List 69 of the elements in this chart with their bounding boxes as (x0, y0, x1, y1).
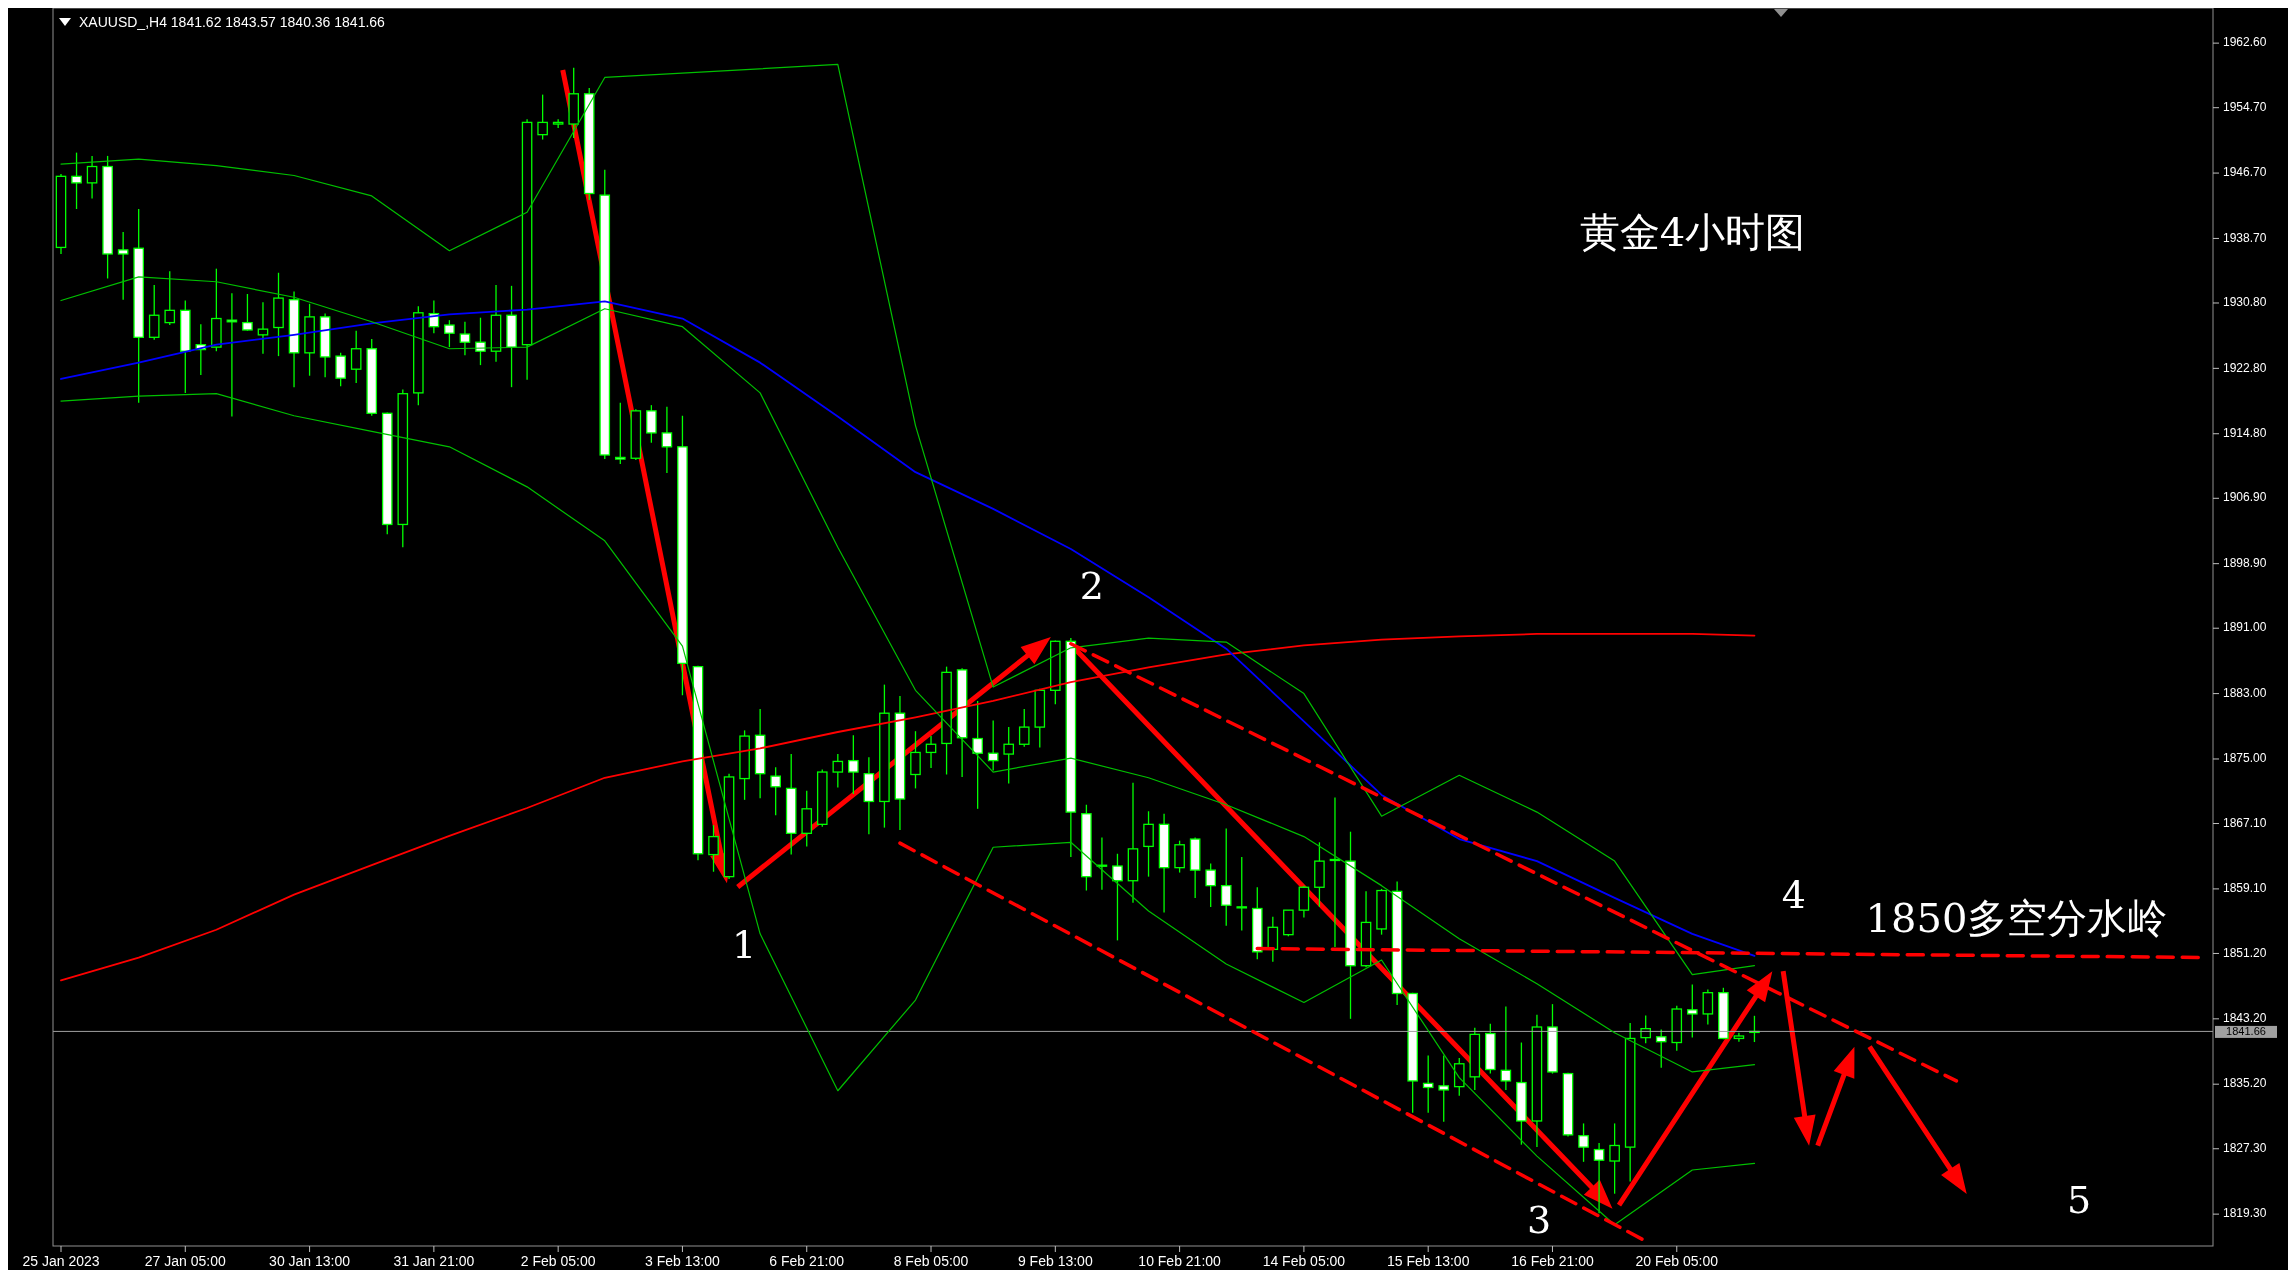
candlestick (459, 321, 471, 356)
y-tick-label: 1867.10 (2223, 815, 2267, 830)
annotation: 1 (732, 923, 757, 968)
candlestick (832, 753, 844, 789)
chart-title: XAUUSD_,H4 1841.62 1843.57 1840.36 1841.66 (79, 14, 386, 30)
annotation: 黄金4小时图 (1579, 208, 1806, 255)
candlestick (614, 402, 626, 465)
annotation: 5 (2066, 1178, 2092, 1223)
y-tick-label: 1954.70 (2223, 99, 2267, 114)
candlestick (86, 155, 98, 200)
candlestick (537, 93, 548, 141)
annotation: 3 (1526, 1198, 1552, 1243)
candlestick (1018, 708, 1030, 748)
candlestick (910, 730, 921, 790)
candlestick (335, 352, 346, 387)
candlestick (164, 270, 176, 326)
annotation: 1850多空分水岭 (1865, 894, 2168, 941)
candlestick (848, 734, 859, 795)
x-tick-label: 10 Feb 21:00 (1138, 1253, 1222, 1269)
y-tick-label: 1819.30 (2223, 1206, 2267, 1221)
candlestick (71, 151, 82, 210)
x-tick-label: 9 Feb 13:00 (1017, 1253, 1093, 1269)
candlestick (242, 293, 253, 332)
candlestick (1578, 1122, 1589, 1163)
candlestick (117, 231, 129, 301)
y-tick-label: 1883.00 (2223, 685, 2267, 700)
candlestick (257, 301, 269, 355)
candlestick (646, 404, 657, 444)
candlestick (1609, 1122, 1620, 1195)
y-tick-label: 1843.20 (2223, 1011, 2267, 1025)
x-tick-label: 14 Feb 05:00 (1262, 1253, 1346, 1269)
annotation: 2 (1079, 564, 1105, 609)
x-tick-label: 20 Feb 05:00 (1635, 1253, 1719, 1269)
y-tick-label: 1930.80 (2223, 295, 2267, 310)
y-tick-label: 1875.00 (2223, 751, 2267, 766)
candlestick (1593, 1142, 1605, 1214)
x-tick-label: 31 Jan 21:00 (393, 1253, 475, 1269)
candlestick (972, 700, 983, 810)
y-tick-label: 1922.80 (2223, 360, 2267, 375)
y-tick-label: 1891.00 (2223, 620, 2267, 635)
x-tick-label: 27 Jan 05:00 (144, 1253, 226, 1269)
y-tick-label: 1906.90 (2223, 490, 2267, 505)
candlestick (661, 406, 673, 474)
candlestick (1003, 726, 1015, 785)
candlestick (444, 319, 455, 348)
x-tick-label: 6 Feb 21:00 (769, 1253, 845, 1269)
y-tick-label: 1946.70 (2223, 165, 2267, 180)
candlestick (770, 766, 781, 817)
y-tick-label: 1898.90 (2223, 555, 2267, 570)
ref-line-label: 1841.66 (2226, 1024, 2266, 1037)
y-tick-label: 1962.60 (2223, 35, 2267, 50)
x-tick-label: 2 Feb 05:00 (520, 1253, 596, 1269)
y-tick-label: 1914.80 (2223, 425, 2267, 440)
x-tick-label: 15 Feb 13:00 (1386, 1253, 1470, 1269)
x-tick-label: 3 Feb 13:00 (645, 1253, 721, 1269)
y-tick-label: 1859.10 (2223, 881, 2267, 896)
x-tick-label: 30 Jan 13:00 (269, 1253, 351, 1269)
y-tick-label: 1835.20 (2223, 1076, 2267, 1091)
x-tick-label: 16 Feb 21:00 (1511, 1253, 1594, 1269)
candlestick (350, 330, 362, 384)
annotation: 4 (1781, 872, 1807, 917)
y-tick-label: 1938.70 (2223, 230, 2267, 245)
y-tick-label: 1827.30 (2223, 1140, 2267, 1155)
candlestick (148, 284, 160, 341)
candlestick (925, 735, 937, 769)
x-tick-label: 8 Feb 05:00 (893, 1253, 969, 1269)
candlestick (708, 824, 719, 873)
x-tick-label: 25 Jan 2023 (22, 1253, 100, 1269)
y-tick-label: 1851.20 (2223, 945, 2267, 960)
